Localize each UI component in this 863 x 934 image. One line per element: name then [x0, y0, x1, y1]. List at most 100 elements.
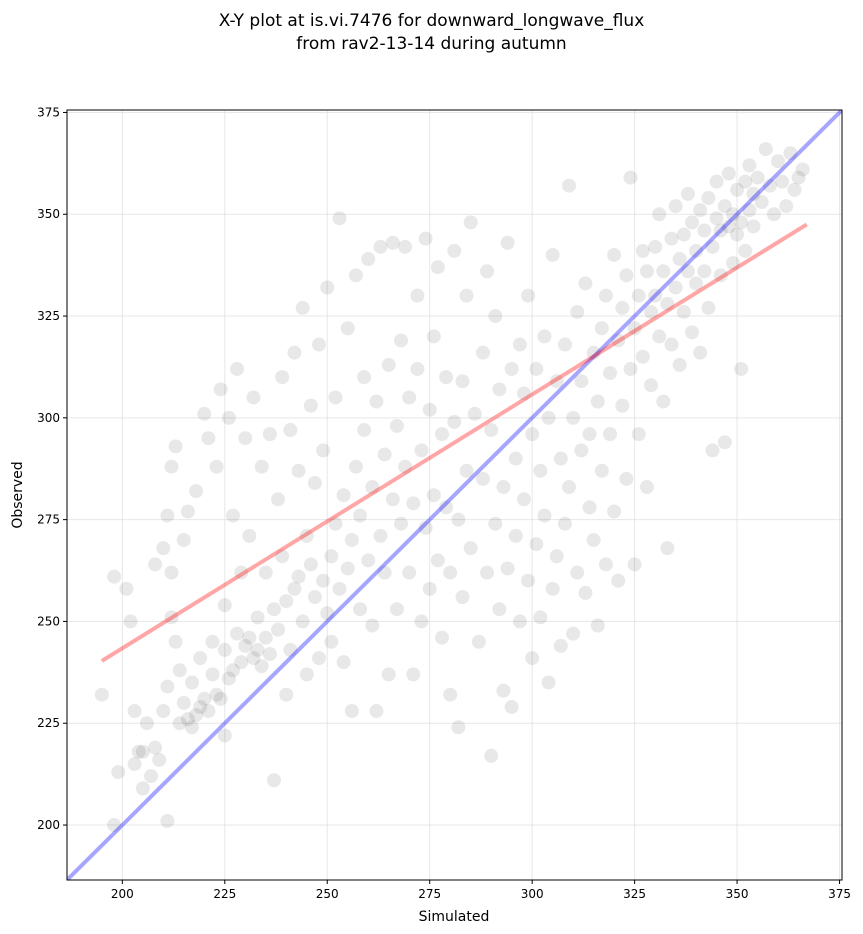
data-point [512, 337, 527, 352]
data-point [435, 427, 449, 442]
data-point [332, 581, 347, 596]
data-point [332, 211, 347, 226]
data-point [656, 264, 671, 279]
data-point [238, 638, 253, 653]
data-point [619, 471, 634, 486]
data-point [418, 520, 433, 535]
data-point [127, 756, 142, 771]
data-point [525, 651, 540, 666]
data-point [164, 459, 179, 474]
data-point [578, 585, 593, 600]
data-point [107, 818, 122, 833]
data-point [574, 374, 589, 389]
data-point [287, 345, 302, 360]
data-point [389, 602, 404, 617]
data-point [336, 488, 351, 503]
data-point [258, 565, 273, 580]
data-point [680, 186, 695, 201]
data-point [721, 219, 736, 234]
data-point [644, 378, 659, 393]
data-point [611, 333, 626, 348]
x-tick-label: 325 [623, 887, 646, 901]
lines [67, 110, 842, 880]
data-point [725, 256, 740, 271]
y-tick-label: 375 [37, 105, 60, 119]
data-point [201, 704, 216, 719]
data-point [320, 606, 335, 621]
data-point [324, 549, 339, 564]
data-point [234, 565, 249, 580]
data-point [672, 252, 687, 267]
data-point [644, 304, 659, 319]
data-point [189, 484, 204, 499]
data-point [242, 528, 257, 543]
data-point [156, 541, 171, 556]
data-point [410, 361, 425, 376]
data-point [205, 634, 220, 649]
data-point [221, 410, 236, 425]
data-point [635, 349, 650, 364]
data-point [439, 500, 454, 515]
data-point [418, 231, 433, 246]
data-point [521, 573, 536, 588]
data-point [586, 345, 601, 360]
data-point [603, 366, 618, 381]
data-point [447, 243, 462, 258]
data-point [488, 309, 503, 324]
data-point [373, 239, 388, 254]
data-point [709, 174, 724, 189]
data-point [664, 231, 679, 246]
data-point [279, 594, 294, 609]
x-tick-label: 300 [521, 887, 544, 901]
data-point [353, 602, 368, 617]
data-point [537, 508, 552, 523]
data-point [598, 288, 613, 303]
x-axis-label: Simulated [419, 909, 490, 925]
data-point [590, 394, 605, 409]
data-point [213, 382, 228, 397]
data-point [365, 618, 380, 633]
data-point [648, 288, 663, 303]
data-point [217, 598, 232, 613]
data-point [283, 642, 298, 657]
data-point [422, 402, 437, 417]
data-point [176, 695, 191, 710]
data-point [635, 243, 650, 258]
data-point [266, 773, 281, 788]
data-point [180, 712, 195, 727]
data-point [787, 182, 802, 197]
data-point [254, 459, 269, 474]
data-point [213, 691, 228, 706]
data-point [271, 492, 286, 507]
data-point [398, 459, 413, 474]
data-point [664, 337, 679, 352]
data-point [668, 280, 683, 295]
data-point [771, 154, 786, 169]
data-point [676, 304, 691, 319]
data-point [369, 394, 384, 409]
ticks: 200 225 250 275 300 325 350 375 200 225 250 275 300 3… [37, 105, 851, 901]
data-point [385, 492, 400, 507]
data-point [246, 390, 261, 405]
data-point [283, 423, 298, 438]
data-point [209, 687, 224, 702]
data-point [430, 553, 445, 568]
data-point [135, 781, 150, 796]
x-tick-label: 200 [111, 887, 134, 901]
data-point [348, 459, 363, 474]
data-point [570, 565, 585, 580]
data-point [648, 239, 663, 254]
data-point [344, 704, 359, 719]
data-point [135, 744, 150, 759]
data-point [324, 634, 339, 649]
title-line-2: from rav2-13-14 during autumn [296, 34, 567, 54]
data-point [148, 740, 163, 755]
data-point [529, 361, 544, 376]
one-to-one-line [67, 110, 842, 880]
data-point [201, 431, 216, 446]
data-point [516, 492, 531, 507]
data-point [701, 300, 716, 315]
data-point [406, 496, 421, 511]
data-point [168, 634, 183, 649]
